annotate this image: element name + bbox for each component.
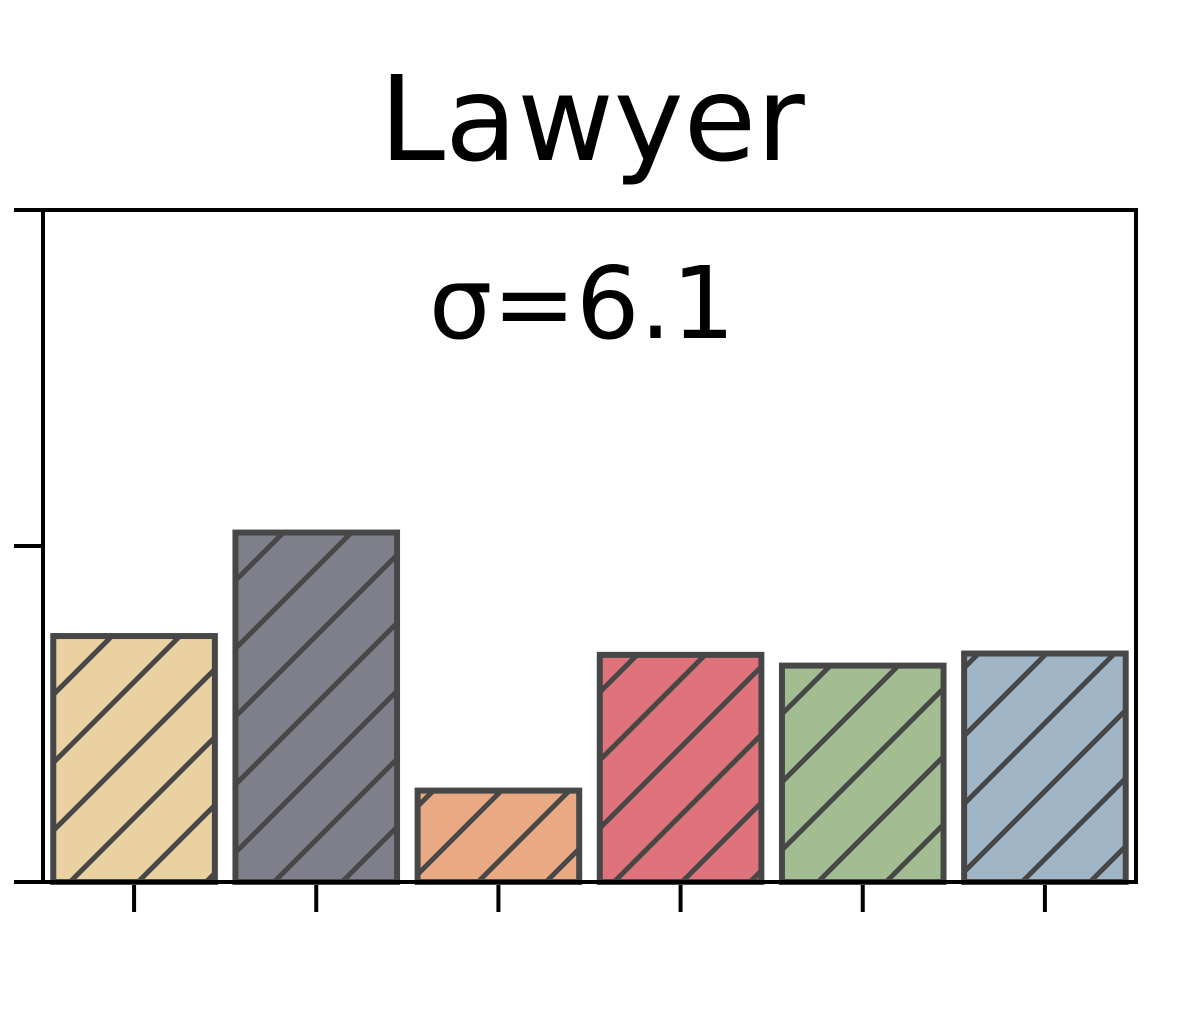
axes-frame [41,208,1138,884]
annotation: σ=6.1 [429,245,735,362]
bar [414,787,583,885]
bar [50,633,218,885]
chart-title: Lawyer [379,50,805,188]
bar [232,529,401,885]
bar [596,651,765,886]
bar [778,662,947,886]
bar [961,650,1129,886]
